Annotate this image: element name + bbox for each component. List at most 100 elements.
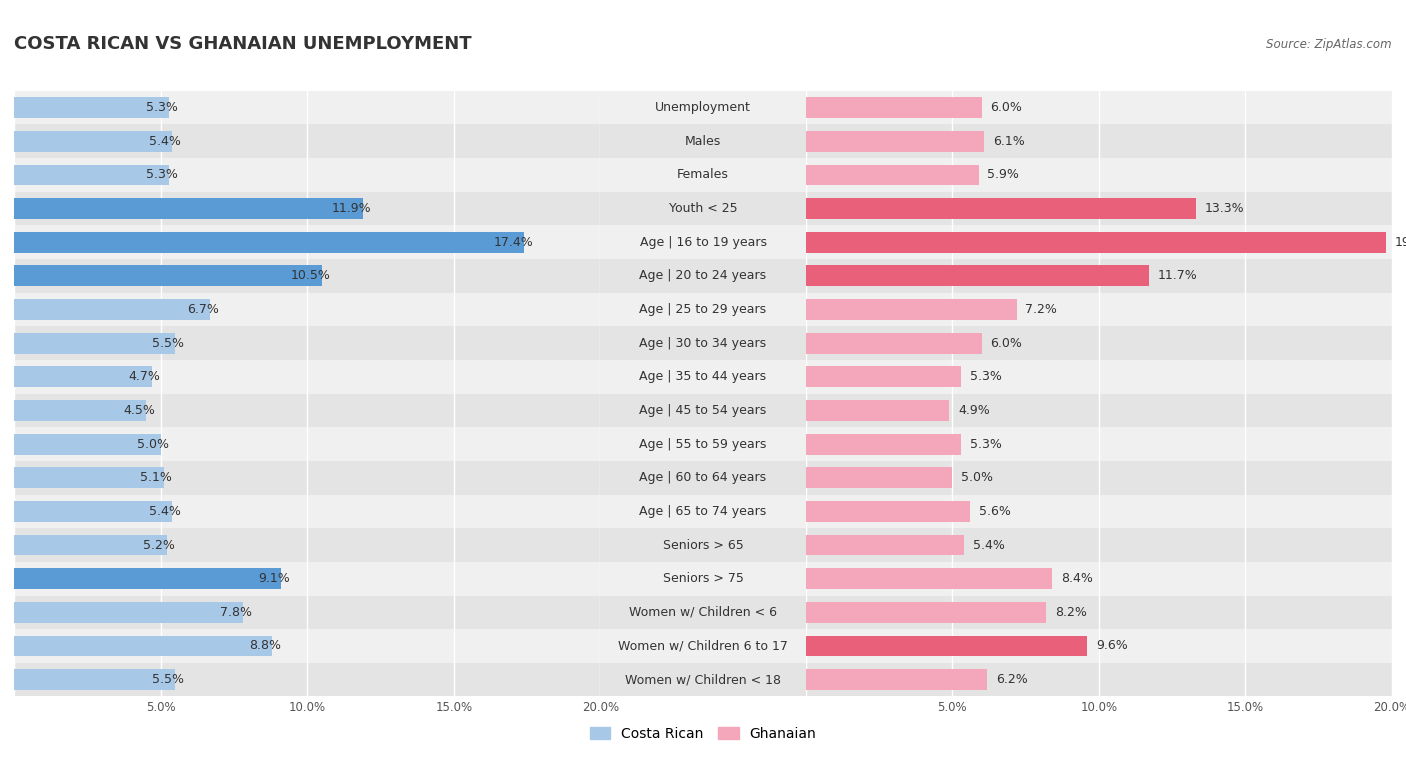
- Bar: [806, 461, 1392, 494]
- Text: 5.3%: 5.3%: [970, 370, 1001, 383]
- Text: Age | 20 to 24 years: Age | 20 to 24 years: [640, 269, 766, 282]
- Text: Age | 65 to 74 years: Age | 65 to 74 years: [640, 505, 766, 518]
- Bar: [14, 299, 211, 320]
- Text: Women w/ Children 6 to 17: Women w/ Children 6 to 17: [619, 640, 787, 653]
- Bar: [14, 400, 146, 421]
- Bar: [14, 528, 600, 562]
- Bar: [806, 293, 1392, 326]
- Bar: [14, 293, 600, 326]
- Text: 17.4%: 17.4%: [494, 235, 533, 249]
- Text: Women w/ Children < 6: Women w/ Children < 6: [628, 606, 778, 618]
- Text: Age | 35 to 44 years: Age | 35 to 44 years: [640, 370, 766, 383]
- Bar: [806, 360, 1392, 394]
- Text: Seniors > 75: Seniors > 75: [662, 572, 744, 585]
- Bar: [14, 158, 600, 192]
- Bar: [14, 366, 152, 388]
- Bar: [14, 124, 600, 158]
- Text: COSTA RICAN VS GHANAIAN UNEMPLOYMENT: COSTA RICAN VS GHANAIAN UNEMPLOYMENT: [14, 35, 471, 53]
- Bar: [14, 192, 600, 226]
- Bar: [14, 534, 166, 556]
- Bar: [14, 97, 170, 118]
- Text: 5.1%: 5.1%: [141, 472, 173, 484]
- Bar: [14, 434, 160, 454]
- Text: 4.5%: 4.5%: [122, 404, 155, 417]
- Text: 5.0%: 5.0%: [960, 472, 993, 484]
- Text: 7.2%: 7.2%: [1025, 303, 1057, 316]
- Bar: [600, 562, 806, 596]
- Bar: [806, 494, 1392, 528]
- Bar: [14, 629, 600, 663]
- Bar: [806, 97, 981, 118]
- Bar: [806, 534, 965, 556]
- Bar: [14, 596, 600, 629]
- Bar: [806, 232, 1386, 253]
- Text: Unemployment: Unemployment: [655, 101, 751, 114]
- Bar: [14, 669, 176, 690]
- Text: Seniors > 65: Seniors > 65: [662, 538, 744, 552]
- Text: 6.7%: 6.7%: [187, 303, 219, 316]
- Text: Age | 45 to 54 years: Age | 45 to 54 years: [640, 404, 766, 417]
- Bar: [600, 394, 806, 427]
- Text: Males: Males: [685, 135, 721, 148]
- Bar: [600, 158, 806, 192]
- Bar: [600, 293, 806, 326]
- Bar: [14, 562, 600, 596]
- Bar: [14, 266, 322, 286]
- Bar: [14, 198, 363, 219]
- Bar: [14, 259, 600, 293]
- Text: 19.8%: 19.8%: [1395, 235, 1406, 249]
- Text: Source: ZipAtlas.com: Source: ZipAtlas.com: [1267, 38, 1392, 51]
- Bar: [600, 629, 806, 663]
- Bar: [14, 494, 600, 528]
- Text: 7.8%: 7.8%: [219, 606, 252, 618]
- Bar: [600, 91, 806, 124]
- Text: 5.3%: 5.3%: [146, 101, 179, 114]
- Text: 5.5%: 5.5%: [152, 673, 184, 686]
- Text: 11.9%: 11.9%: [332, 202, 371, 215]
- Text: 5.3%: 5.3%: [970, 438, 1001, 450]
- Text: 4.7%: 4.7%: [129, 370, 160, 383]
- Bar: [14, 326, 600, 360]
- Bar: [14, 91, 600, 124]
- Bar: [806, 366, 960, 388]
- Text: Age | 25 to 29 years: Age | 25 to 29 years: [640, 303, 766, 316]
- Bar: [600, 192, 806, 226]
- Text: 6.2%: 6.2%: [997, 673, 1028, 686]
- Bar: [14, 636, 271, 656]
- Bar: [806, 226, 1392, 259]
- Text: Females: Females: [678, 169, 728, 182]
- Bar: [806, 669, 987, 690]
- Text: 9.6%: 9.6%: [1095, 640, 1128, 653]
- Text: Age | 55 to 59 years: Age | 55 to 59 years: [640, 438, 766, 450]
- Bar: [806, 663, 1392, 696]
- Text: 5.2%: 5.2%: [143, 538, 176, 552]
- Text: 13.3%: 13.3%: [1205, 202, 1244, 215]
- Bar: [600, 663, 806, 696]
- Text: 5.4%: 5.4%: [149, 135, 181, 148]
- Bar: [14, 663, 600, 696]
- Bar: [14, 131, 173, 151]
- Text: 8.8%: 8.8%: [249, 640, 281, 653]
- Text: 8.2%: 8.2%: [1054, 606, 1087, 618]
- Bar: [600, 124, 806, 158]
- Text: 5.3%: 5.3%: [146, 169, 179, 182]
- Bar: [806, 131, 984, 151]
- Bar: [806, 400, 949, 421]
- Text: 9.1%: 9.1%: [257, 572, 290, 585]
- Text: 6.0%: 6.0%: [990, 337, 1022, 350]
- Bar: [806, 158, 1392, 192]
- Bar: [14, 602, 243, 623]
- Text: 4.9%: 4.9%: [957, 404, 990, 417]
- Bar: [806, 467, 952, 488]
- Bar: [14, 461, 600, 494]
- Text: 5.4%: 5.4%: [973, 538, 1005, 552]
- Bar: [14, 394, 600, 427]
- Bar: [14, 164, 170, 185]
- Text: 5.5%: 5.5%: [152, 337, 184, 350]
- Text: Age | 60 to 64 years: Age | 60 to 64 years: [640, 472, 766, 484]
- Bar: [806, 602, 1046, 623]
- Text: Age | 16 to 19 years: Age | 16 to 19 years: [640, 235, 766, 249]
- Text: Age | 30 to 34 years: Age | 30 to 34 years: [640, 337, 766, 350]
- Bar: [806, 164, 979, 185]
- Bar: [806, 266, 1149, 286]
